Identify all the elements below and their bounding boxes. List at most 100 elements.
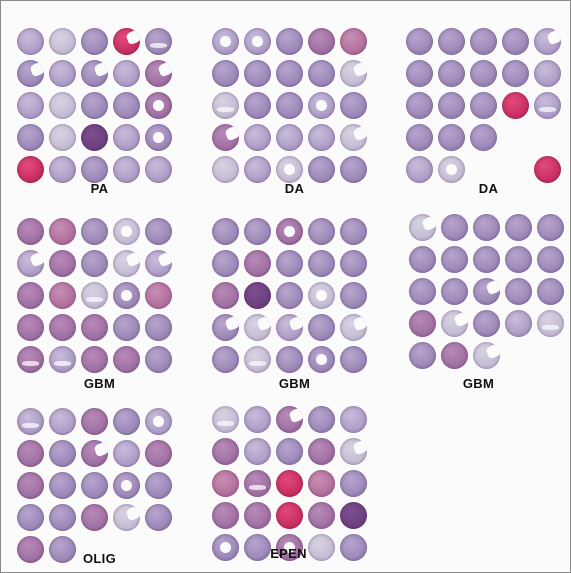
- tissue-core: [340, 282, 367, 309]
- tissue-core: [340, 438, 367, 465]
- tissue-core: [534, 156, 561, 183]
- tissue-core: [81, 156, 108, 183]
- tissue-core: [49, 536, 76, 563]
- tissue-core: [473, 278, 500, 305]
- tissue-core: [145, 28, 172, 55]
- tissue-core: [145, 346, 172, 373]
- tissue-core: [145, 504, 172, 531]
- tissue-core: [473, 246, 500, 273]
- tissue-core: [113, 346, 140, 373]
- tissue-core: [340, 92, 367, 119]
- tissue-core: [17, 282, 44, 309]
- tissue-core: [113, 92, 140, 119]
- tissue-core: [244, 438, 271, 465]
- tissue-core: [473, 310, 500, 337]
- panel-label-da-2: DA: [478, 181, 499, 196]
- tissue-core: [81, 472, 108, 499]
- tissue-core: [81, 408, 108, 435]
- tissue-core: [49, 28, 76, 55]
- tissue-core: [49, 124, 76, 151]
- tissue-core: [438, 124, 465, 151]
- tissue-core: [308, 218, 335, 245]
- panel-pa: [17, 28, 182, 183]
- tissue-core: [276, 156, 303, 183]
- tissue-core: [49, 346, 76, 373]
- panel-epen: [212, 406, 377, 561]
- tissue-core: [308, 534, 335, 561]
- tissue-core: [244, 346, 271, 373]
- tissue-core: [308, 60, 335, 87]
- tissue-core: [340, 60, 367, 87]
- tissue-core: [276, 92, 303, 119]
- tissue-core: [244, 124, 271, 151]
- tissue-core: [113, 504, 140, 531]
- tissue-core: [340, 470, 367, 497]
- tissue-core: [534, 28, 561, 55]
- tissue-core: [276, 346, 303, 373]
- tissue-core: [212, 92, 239, 119]
- tissue-core: [340, 124, 367, 151]
- tissue-core: [17, 314, 44, 341]
- tissue-core: [308, 438, 335, 465]
- tissue-core: [81, 282, 108, 309]
- tissue-core: [308, 250, 335, 277]
- tissue-core: [502, 60, 529, 87]
- tissue-core: [113, 472, 140, 499]
- tissue-core: [17, 250, 44, 277]
- core-grid: [409, 214, 570, 369]
- tissue-core: [409, 278, 436, 305]
- tissue-core: [505, 310, 532, 337]
- tissue-core: [49, 440, 76, 467]
- core-grid: [212, 218, 377, 373]
- tissue-core: [17, 92, 44, 119]
- tissue-core: [276, 314, 303, 341]
- tissue-core: [113, 218, 140, 245]
- tissue-core: [145, 92, 172, 119]
- tissue-core: [502, 92, 529, 119]
- tissue-core: [244, 92, 271, 119]
- tissue-core: [113, 124, 140, 151]
- tissue-core: [244, 218, 271, 245]
- tissue-core: [145, 472, 172, 499]
- tissue-core: [308, 28, 335, 55]
- tissue-core: [308, 156, 335, 183]
- tissue-core: [438, 60, 465, 87]
- tissue-core: [49, 472, 76, 499]
- tissue-core: [113, 28, 140, 55]
- tissue-core: [308, 282, 335, 309]
- tissue-core: [502, 28, 529, 55]
- tissue-core: [49, 408, 76, 435]
- tissue-core: [81, 314, 108, 341]
- panel-label-gbm-2: GBM: [278, 376, 311, 391]
- tissue-core: [340, 156, 367, 183]
- tissue-core: [49, 218, 76, 245]
- tissue-core: [406, 124, 433, 151]
- tissue-core: [276, 28, 303, 55]
- tissue-core: [81, 28, 108, 55]
- tissue-core: [276, 124, 303, 151]
- tissue-core: [340, 28, 367, 55]
- tissue-core: [49, 156, 76, 183]
- tissue-core: [505, 246, 532, 273]
- tissue-core: [308, 346, 335, 373]
- tissue-core: [537, 278, 564, 305]
- tissue-core: [81, 218, 108, 245]
- tissue-core: [113, 250, 140, 277]
- tissue-core: [212, 124, 239, 151]
- tissue-core: [470, 92, 497, 119]
- tissue-core: [244, 60, 271, 87]
- tissue-core: [49, 92, 76, 119]
- tissue-core: [276, 406, 303, 433]
- tissue-core: [470, 60, 497, 87]
- tissue-core: [81, 504, 108, 531]
- panel-label-gbm-3: GBM: [462, 376, 495, 391]
- core-grid: [17, 408, 182, 563]
- tissue-core: [212, 250, 239, 277]
- tissue-core: [212, 502, 239, 529]
- tissue-core: [244, 502, 271, 529]
- tissue-core: [406, 60, 433, 87]
- tissue-core: [244, 406, 271, 433]
- tissue-core: [113, 156, 140, 183]
- tissue-core: [145, 440, 172, 467]
- tissue-core: [113, 282, 140, 309]
